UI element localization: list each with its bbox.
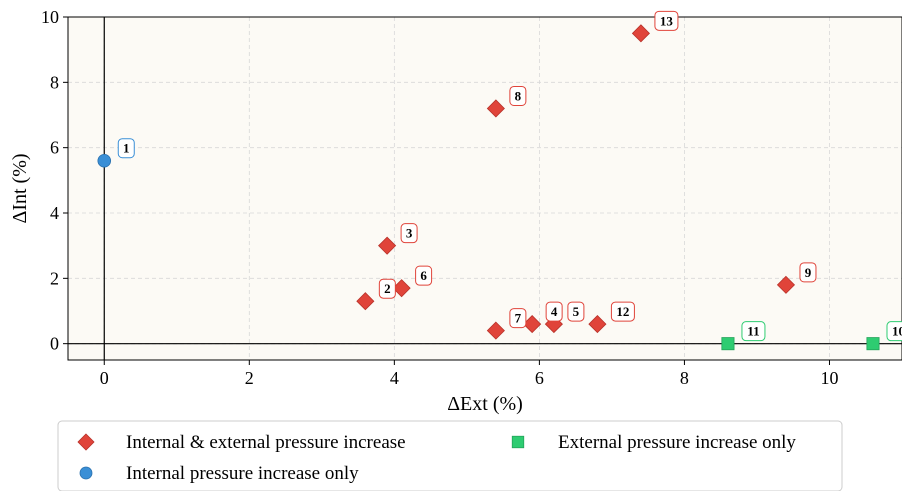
legend-label: Internal & external pressure increase [126, 432, 406, 453]
data-point [523, 315, 542, 334]
data-point [486, 321, 505, 340]
data-point [486, 99, 505, 118]
legend-label: Internal pressure increase only [126, 463, 359, 484]
point-label-box [400, 223, 418, 244]
point-label-box [654, 10, 679, 31]
data-point [866, 337, 880, 351]
x-tick-label: 2 [245, 368, 254, 388]
point-label: 12 [616, 304, 629, 319]
point-label-box [378, 278, 396, 299]
point-label: 5 [573, 304, 580, 319]
legend-marker [77, 433, 95, 451]
point-label: 10 [892, 324, 902, 339]
point-label-box [117, 138, 135, 159]
plot-frame [67, 16, 902, 361]
x-axis-label: ΔExt (%) [447, 393, 523, 415]
data-point [631, 24, 650, 43]
point-label: 9 [805, 265, 812, 280]
y-tick-label: 6 [50, 138, 59, 158]
legend-frame [57, 420, 843, 491]
y-tick-label: 4 [50, 203, 59, 223]
data-point [776, 275, 796, 294]
point-label: 2 [384, 281, 391, 296]
point-label: 6 [420, 268, 427, 283]
data-point [392, 279, 411, 298]
y-tick-label: 0 [50, 334, 59, 354]
plot-background [68, 17, 902, 360]
data-point [356, 292, 375, 311]
point-label-box [741, 321, 766, 342]
point-label: 8 [515, 88, 522, 103]
point-label-box [567, 301, 585, 322]
data-points [97, 24, 880, 351]
data-point [97, 153, 112, 168]
point-label-box [509, 85, 527, 106]
x-tick-label: 0 [100, 368, 109, 388]
point-label-box [610, 301, 635, 322]
x-tick-label: 10 [820, 368, 838, 388]
point-label-box [799, 262, 817, 283]
data-point [378, 236, 397, 255]
x-tick-label: 4 [390, 368, 399, 388]
y-tick-label: 10 [41, 7, 59, 27]
legend-marker [511, 435, 525, 449]
point-label-box [415, 265, 433, 286]
legend: Internal & external pressure increase Ext… [57, 420, 843, 491]
axis-ticks: 0 2 4 6 8 10 0 2 4 6 8 10 [41, 7, 838, 388]
x-tick-label: 6 [535, 368, 544, 388]
data-point [588, 315, 607, 334]
legend-marker [79, 466, 93, 480]
x-tick-label: 8 [680, 368, 689, 388]
point-label: 1 [123, 141, 130, 156]
legend-label: External pressure increase only [558, 432, 796, 453]
y-axis-label: ΔInt (%) [9, 153, 31, 223]
y-tick-label: 2 [50, 268, 59, 288]
point-label: 3 [406, 226, 413, 241]
point-label: 4 [551, 304, 558, 319]
point-label-box [545, 301, 563, 322]
legend-items: Internal & external pressure increase Ext… [77, 432, 796, 484]
point-label-box [509, 308, 527, 329]
zero-lines [68, 17, 902, 360]
point-label: 13 [660, 13, 674, 28]
data-point [721, 337, 735, 351]
point-label-box [886, 321, 902, 342]
point-label: 7 [515, 311, 522, 326]
y-tick-label: 8 [50, 72, 59, 92]
point-label: 11 [747, 324, 759, 339]
